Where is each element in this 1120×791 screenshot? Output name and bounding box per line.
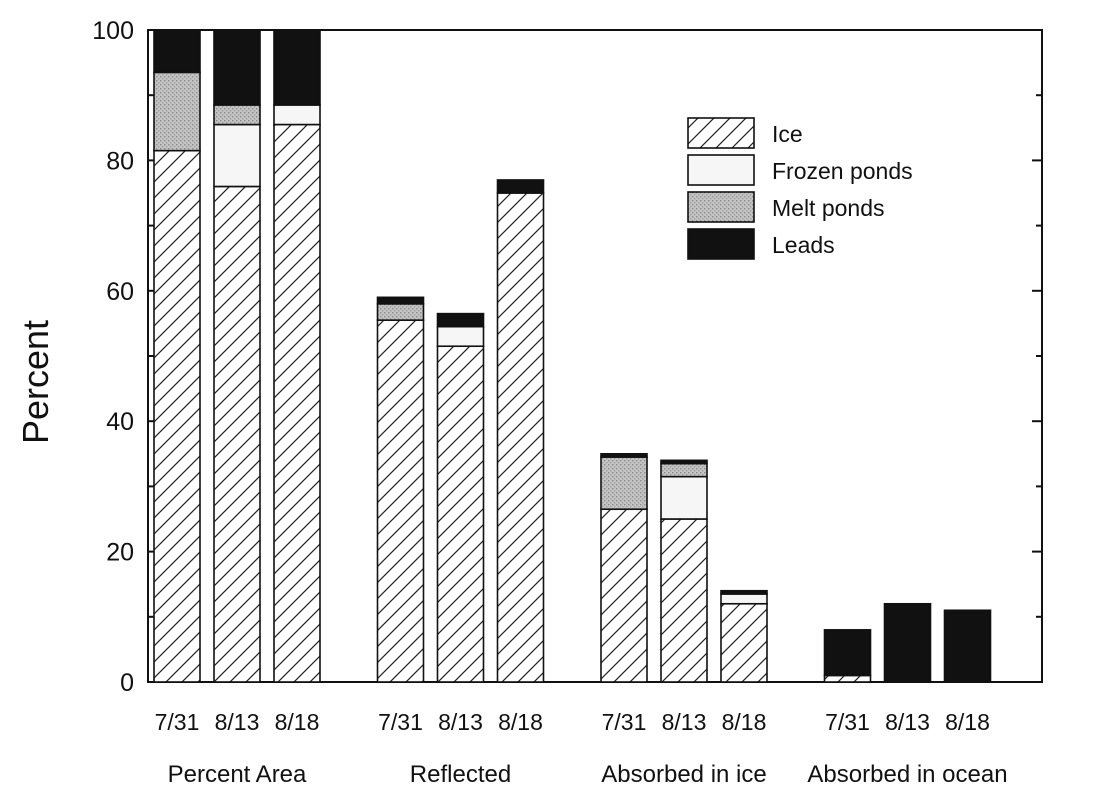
bar-segment-leads: [720, 589, 768, 595]
bar-segment-ice: [720, 602, 768, 683]
bar-segment-leads: [436, 312, 485, 328]
bar-segment-ice: [213, 185, 261, 683]
bar-segment-melt-ponds: [153, 71, 201, 152]
bar-segment-leads: [273, 29, 321, 106]
x-date-label: 7/31: [378, 709, 423, 735]
bar-segment-leads: [943, 609, 992, 683]
x-group-label: Absorbed in ice: [601, 761, 766, 788]
y-tick-label: 80: [106, 147, 134, 175]
x-date-label: 8/18: [275, 709, 320, 735]
legend-label: Ice: [772, 121, 803, 147]
x-date-label: 8/18: [945, 709, 990, 735]
x-group-label: Absorbed in ocean: [807, 761, 1007, 788]
y-tick-label: 40: [106, 408, 134, 436]
y-tick-label: 0: [120, 669, 134, 697]
bar-segment-ice: [660, 518, 708, 683]
legend-swatch-frozen-ponds: [687, 154, 755, 186]
x-date-label: 8/18: [722, 709, 767, 735]
legend-label: Leads: [772, 232, 835, 258]
bar-segment-leads: [823, 629, 872, 677]
bar-segment-ice: [600, 508, 648, 683]
bar-segment-leads: [213, 29, 261, 106]
bars: [153, 29, 992, 683]
legend: Ice Frozen ponds Melt ponds Leads: [687, 117, 913, 260]
y-axis: 0 20 40 60 80 100: [92, 17, 1042, 697]
bar-segment-frozen-ponds: [660, 475, 708, 520]
bar-segment-leads: [496, 179, 545, 194]
y-tick-label: 100: [92, 17, 134, 45]
bar-segment-ice: [823, 674, 872, 683]
legend-swatch-melt-ponds: [687, 191, 755, 223]
x-date-label: 8/13: [215, 709, 260, 735]
bar-segment-frozen-ponds: [720, 593, 768, 605]
bar-segment-melt-ponds: [600, 456, 648, 511]
bar-segment-ice: [153, 149, 201, 683]
bar-segment-melt-ponds: [376, 303, 425, 321]
bar-segment-leads: [153, 29, 201, 74]
bar-segment-ice: [496, 192, 545, 683]
bar-segment-leads: [883, 602, 932, 683]
y-tick-label: 20: [106, 539, 134, 567]
bar-segment-leads: [600, 452, 648, 458]
x-date-label: 8/13: [662, 709, 707, 735]
bar-segment-frozen-ponds: [436, 325, 485, 348]
bar-segment-ice: [376, 319, 425, 683]
bar-segment-frozen-ponds: [273, 104, 321, 126]
x-date-label: 7/31: [155, 709, 200, 735]
x-date-label: 7/31: [825, 709, 870, 735]
legend-swatch-leads: [687, 228, 755, 260]
bar-segment-melt-ponds: [660, 462, 708, 478]
x-date-label: 8/13: [438, 709, 483, 735]
bar-segment-melt-ponds: [213, 104, 261, 126]
x-group-label: Percent Area: [168, 761, 307, 788]
x-group-label: Reflected: [410, 761, 511, 788]
x-axis: 7/31 8/13 8/18 Percent Area 7/31 8/13 8/18 Refl…: [155, 709, 1008, 788]
x-date-label: 8/18: [498, 709, 543, 735]
y-tick-label: 60: [106, 278, 134, 306]
bar-segment-frozen-ponds: [213, 123, 261, 188]
legend-label: Melt ponds: [772, 195, 885, 221]
x-date-label: 8/13: [885, 709, 930, 735]
bar-segment-leads: [660, 459, 708, 465]
legend-label: Frozen ponds: [772, 158, 913, 184]
x-date-label: 7/31: [602, 709, 647, 735]
legend-swatch-ice: [687, 117, 755, 149]
bar-segment-ice: [273, 123, 321, 683]
bar-segment-ice: [436, 345, 485, 683]
bar-segment-leads: [376, 296, 425, 305]
y-axis-label: Percent: [15, 320, 56, 444]
